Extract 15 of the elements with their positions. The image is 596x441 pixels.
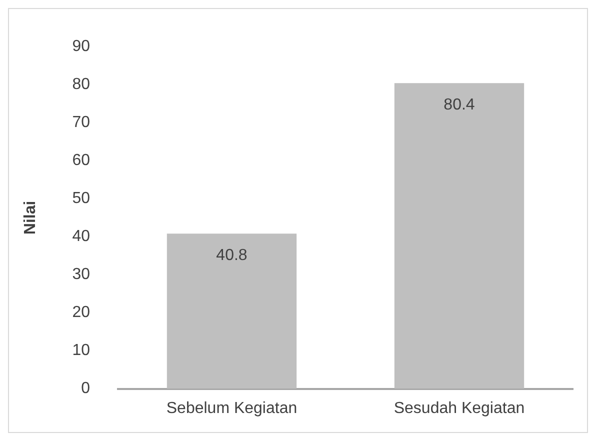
x-tick-label: Sebelum Kegiatan [166,400,298,417]
y-tick-label: 70 [72,114,90,132]
y-tick-label: 50 [72,190,90,208]
y-tick-label: 30 [72,266,90,284]
data-label: 80.4 [444,96,475,114]
y-tick-label: 20 [72,304,90,322]
data-label: 40.8 [216,247,248,264]
y-tick-label: 0 [81,380,90,398]
y-tick-label: 90 [72,38,90,56]
x-tick-label: Sesudah Kegiatan [394,400,525,417]
y-tick-label: 80 [72,76,90,94]
y-axis-title: Nilai [22,200,40,235]
y-tick-label: 10 [72,342,90,360]
y-tick-label: 60 [72,152,90,170]
y-tick-label: 40 [72,228,90,246]
